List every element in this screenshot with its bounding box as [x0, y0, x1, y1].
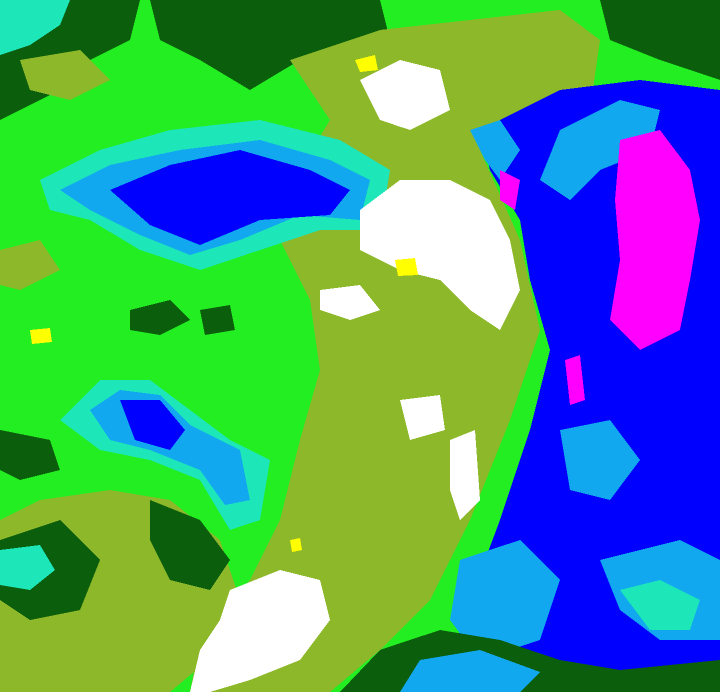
yellow-region: [395, 258, 418, 276]
white-region: [400, 395, 445, 440]
dark-green-region: [130, 300, 190, 335]
magenta-region: [610, 130, 700, 350]
cyan-region: [0, 0, 70, 55]
white-region: [320, 285, 380, 320]
cyan-region: [0, 545, 55, 590]
yellow-region: [355, 55, 378, 72]
light-blue-region: [560, 420, 640, 500]
olive-region: [190, 10, 600, 692]
yellow-region: [30, 328, 52, 344]
olive-region: [20, 50, 110, 100]
dark-green-region: [150, 500, 230, 590]
white-region: [360, 60, 450, 130]
cyan-region: [620, 580, 700, 630]
light-blue-region: [540, 100, 660, 200]
white-region: [450, 430, 480, 520]
white-region: [190, 570, 330, 692]
yellow-region: [290, 538, 302, 552]
dark-green-region: [0, 430, 60, 480]
olive-region: [0, 240, 60, 290]
white-region: [360, 180, 520, 330]
magenta-region: [500, 170, 520, 210]
light-blue-region: [450, 540, 560, 660]
magenta-region: [565, 355, 585, 405]
dark-green-region: [600, 0, 720, 80]
blue-region: [110, 150, 350, 245]
light-blue-region: [470, 120, 520, 180]
light-blue-region: [400, 650, 540, 692]
dark-green-region: [200, 305, 235, 335]
blue-region: [120, 400, 185, 450]
